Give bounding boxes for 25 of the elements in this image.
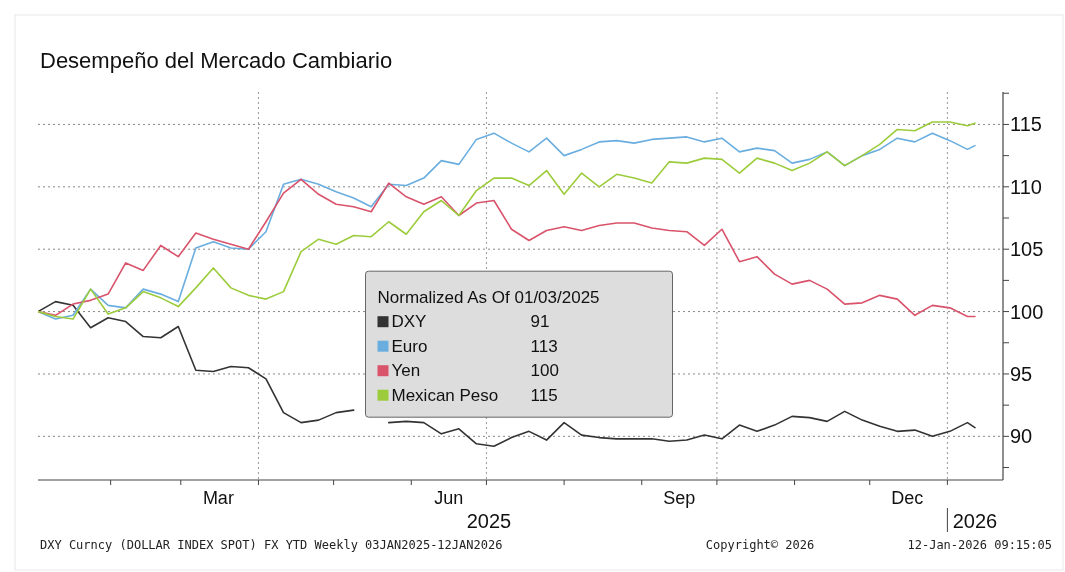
y-tick-label: 105 [1010,238,1044,261]
x-tick-label: Sep [663,488,696,508]
y-tick-label: 110 [1010,175,1042,198]
y-tick-label: 100 [1010,300,1044,323]
annotation: 91 [530,312,550,332]
x-tick-label: Dec [891,488,924,508]
annotation: 100 [530,361,559,381]
text: Copyright© 2026 [705,538,815,552]
legend-label: DXY [391,312,427,332]
legend-label: Yen [391,361,421,381]
legend-label: Euro [391,336,428,356]
x-tick-label: Jun [434,488,464,508]
y-tick-label: 90 [1010,425,1033,448]
legend-label: Mexican Peso [391,385,499,405]
x2-tick-label: 2025 [466,510,512,532]
x-tick-label: Mar [202,488,234,508]
annotation: 113 [530,336,558,356]
y-tick-label: 115 [1010,113,1042,136]
text: 12-Jan-2026 09:15:05 [907,538,1052,552]
text: DXY Curncy (DOLLAR INDEX SPOT) FX YTD Weekly 03JAN2025-12JAN2026 [40,538,503,552]
chart-title: Desempeño del Mercado Cambiario [40,48,393,73]
legend-title: Normalized As Of 01/03/2025 [377,288,600,308]
x2-tick-label: 2026 [952,510,998,532]
annotation: 115 [530,385,558,405]
y-tick-label: 95 [1010,362,1033,385]
